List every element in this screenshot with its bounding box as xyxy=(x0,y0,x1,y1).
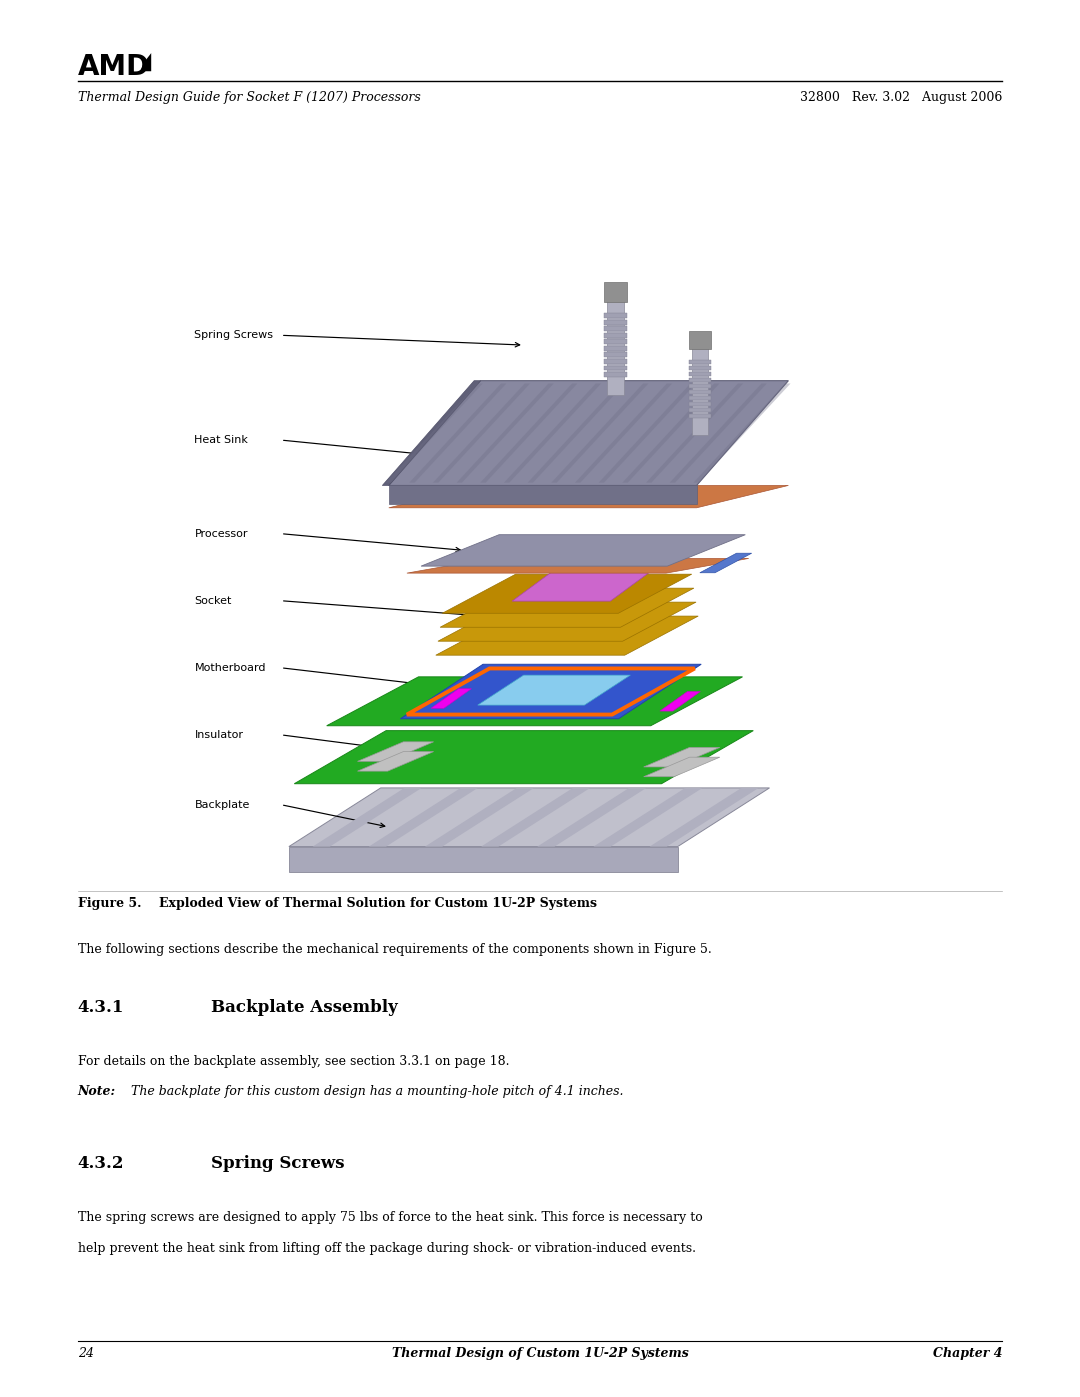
Polygon shape xyxy=(443,574,692,613)
Text: The following sections describe the mechanical requirements of the components sh: The following sections describe the mech… xyxy=(78,943,712,956)
Polygon shape xyxy=(140,53,151,71)
Polygon shape xyxy=(326,678,743,726)
Polygon shape xyxy=(407,559,748,573)
Text: The spring screws are designed to apply 75 lbs of force to the heat sink. This f: The spring screws are designed to apply … xyxy=(78,1211,702,1224)
Polygon shape xyxy=(700,553,752,573)
Text: Backplate Assembly: Backplate Assembly xyxy=(211,999,397,1016)
Text: Thermal Design Guide for Socket F (1207) Processors: Thermal Design Guide for Socket F (1207)… xyxy=(78,91,420,103)
Text: Note:: Note: xyxy=(78,1085,116,1098)
Polygon shape xyxy=(477,675,631,705)
Polygon shape xyxy=(649,788,758,847)
Text: Chapter 4: Chapter 4 xyxy=(933,1347,1002,1359)
Polygon shape xyxy=(401,665,701,719)
Text: Motherboard: Motherboard xyxy=(194,662,266,673)
Polygon shape xyxy=(644,757,719,777)
Polygon shape xyxy=(689,360,711,365)
Text: Thermal Design of Custom 1U-2P Systems: Thermal Design of Custom 1U-2P Systems xyxy=(392,1347,688,1359)
Text: Heat Sink: Heat Sink xyxy=(194,434,248,446)
Text: For details on the backplate assembly, see section 3.3.1 on page 18.: For details on the backplate assembly, s… xyxy=(78,1055,510,1067)
Polygon shape xyxy=(421,535,745,566)
Polygon shape xyxy=(604,359,627,363)
Text: Backplate: Backplate xyxy=(194,799,249,810)
Polygon shape xyxy=(604,282,627,302)
Polygon shape xyxy=(604,372,627,377)
Polygon shape xyxy=(294,731,754,784)
Polygon shape xyxy=(604,352,627,358)
Polygon shape xyxy=(692,348,707,434)
Polygon shape xyxy=(538,788,646,847)
Polygon shape xyxy=(457,384,554,483)
Text: The backplate for this custom design has a mounting-hole pitch of 4.1 inches.: The backplate for this custom design has… xyxy=(119,1085,623,1098)
Polygon shape xyxy=(481,384,578,483)
Polygon shape xyxy=(607,300,624,394)
Polygon shape xyxy=(689,372,711,376)
Polygon shape xyxy=(512,564,661,601)
Polygon shape xyxy=(438,602,697,641)
Polygon shape xyxy=(689,390,711,394)
Polygon shape xyxy=(369,788,477,847)
Polygon shape xyxy=(646,384,743,483)
Polygon shape xyxy=(389,486,788,509)
Polygon shape xyxy=(357,752,433,771)
Polygon shape xyxy=(482,788,591,847)
Polygon shape xyxy=(575,384,672,483)
Polygon shape xyxy=(433,384,530,483)
Polygon shape xyxy=(622,384,719,483)
Polygon shape xyxy=(289,788,769,847)
Polygon shape xyxy=(604,320,627,324)
Polygon shape xyxy=(604,366,627,370)
Polygon shape xyxy=(604,327,627,331)
Polygon shape xyxy=(689,395,711,400)
Text: help prevent the heat sink from lifting off the package during shock- or vibrati: help prevent the heat sink from lifting … xyxy=(78,1242,696,1255)
Text: Socket: Socket xyxy=(194,595,232,606)
Polygon shape xyxy=(670,384,767,483)
Polygon shape xyxy=(389,381,788,486)
Polygon shape xyxy=(289,847,678,872)
Polygon shape xyxy=(424,788,534,847)
Polygon shape xyxy=(604,346,627,351)
Text: 4.3.1: 4.3.1 xyxy=(78,999,124,1016)
Polygon shape xyxy=(409,384,507,483)
Polygon shape xyxy=(357,742,433,761)
Polygon shape xyxy=(693,384,791,483)
Polygon shape xyxy=(598,384,696,483)
Polygon shape xyxy=(689,366,711,370)
Polygon shape xyxy=(604,339,627,344)
Polygon shape xyxy=(313,788,421,847)
Polygon shape xyxy=(689,384,711,388)
Polygon shape xyxy=(660,692,700,711)
Text: Processor: Processor xyxy=(194,528,248,539)
Polygon shape xyxy=(689,408,711,412)
Text: Spring Screws: Spring Screws xyxy=(211,1155,345,1172)
Text: 32800   Rev. 3.02   August 2006: 32800 Rev. 3.02 August 2006 xyxy=(800,91,1002,103)
Polygon shape xyxy=(389,486,697,504)
Polygon shape xyxy=(644,747,719,767)
Polygon shape xyxy=(386,384,483,483)
Text: 24: 24 xyxy=(78,1347,94,1359)
Polygon shape xyxy=(528,384,625,483)
Polygon shape xyxy=(689,402,711,407)
Polygon shape xyxy=(594,788,702,847)
Polygon shape xyxy=(435,616,699,655)
Polygon shape xyxy=(689,331,711,349)
Polygon shape xyxy=(689,377,711,383)
Text: Insulator: Insulator xyxy=(194,729,243,740)
Polygon shape xyxy=(551,384,648,483)
Polygon shape xyxy=(431,689,472,708)
Polygon shape xyxy=(604,313,627,319)
Text: 4.3.2: 4.3.2 xyxy=(78,1155,124,1172)
Polygon shape xyxy=(604,332,627,338)
Polygon shape xyxy=(504,384,602,483)
Polygon shape xyxy=(441,588,694,627)
Polygon shape xyxy=(382,381,481,486)
Text: Spring Screws: Spring Screws xyxy=(194,330,273,341)
Text: AMD: AMD xyxy=(78,53,150,81)
Polygon shape xyxy=(689,414,711,418)
Text: Figure 5.    Exploded View of Thermal Solution for Custom 1U-2P Systems: Figure 5. Exploded View of Thermal Solut… xyxy=(78,897,597,909)
